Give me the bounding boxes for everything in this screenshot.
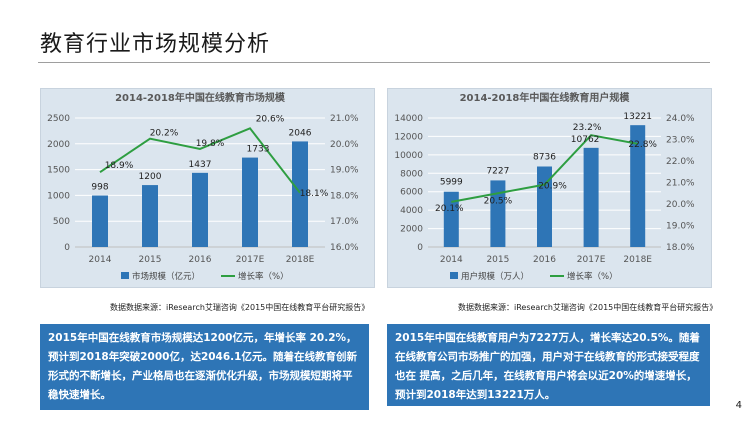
users-y-tick-left: 0 [417, 243, 423, 253]
users-x-tick: 2017E [577, 255, 606, 265]
user-scale-chart-panel: 2014-2018年中国在线教育用户规模 0 2000 4000 6000 8000 100… [387, 88, 712, 288]
market-chart-title: 2014-2018年中国在线教育市场规模 [115, 91, 286, 104]
market-line-label: 19.8% [196, 139, 225, 149]
users-y-tick-right: 23.0% [666, 136, 695, 146]
market-y-tick-right: 16.0% [330, 243, 359, 253]
market-line-label: 18.9% [105, 161, 134, 171]
users-bar-label: 13221 [623, 112, 652, 122]
market-bar [92, 195, 108, 247]
market-y-tick-left: 1000 [47, 191, 70, 201]
users-x-tick: 2016 [533, 255, 556, 265]
market-y-tick-right: 21.0% [330, 114, 359, 124]
users-bar [630, 125, 646, 247]
page-title: 教育行业市场规模分析 [40, 32, 271, 57]
market-y-tick-right: 18.0% [330, 191, 359, 201]
market-bar-label: 1733 [247, 145, 270, 155]
market-growth-line [99, 127, 301, 194]
users-bar [537, 166, 552, 247]
user-scale-description: 2015年中国在线教育用户为7227万人，增长率达20.5%。随着在线教育公司市… [387, 324, 710, 406]
market-y-tick-right: 17.0% [330, 217, 359, 227]
users-line-label: 20.9% [538, 182, 567, 192]
users-bar [443, 191, 459, 247]
users-y-tick-right: 21.0% [666, 179, 695, 189]
page-number: 4 [735, 400, 742, 411]
market-bar [142, 185, 158, 247]
market-x-tick: 2017E [236, 255, 265, 265]
users-y-tick-left: 14000 [394, 114, 423, 124]
users-y-tick-left: 2000 [400, 225, 423, 235]
users-bar-label: 7227 [486, 166, 509, 176]
users-x-tick: 2015 [486, 255, 509, 265]
market-y-tick-right: 19.0% [330, 166, 359, 176]
users-bar-label: 5999 [440, 178, 463, 188]
users-x-tick: 2014 [440, 255, 463, 265]
market-size-chart: 2014-2018年中国在线教育市场规模 0 500 1000 1500 2000 2500… [47, 91, 359, 282]
users-y-tick-right: 20.0% [666, 200, 695, 210]
users-bar [583, 147, 599, 247]
market-legend-bar-swatch [121, 272, 129, 279]
users-y-tick-right: 18.0% [666, 243, 695, 253]
title-divider [38, 62, 710, 63]
users-growth-line [451, 134, 638, 203]
users-bar-label: 10762 [571, 135, 600, 145]
users-y-tick-right: 19.0% [666, 222, 695, 232]
users-line-label: 22.8% [628, 140, 657, 150]
market-legend-line-label: 增长率（%） [238, 271, 289, 282]
market-y-tick-left: 2500 [47, 114, 70, 124]
market-line-label: 20.6% [256, 114, 285, 124]
market-bar-label: 1437 [189, 160, 212, 170]
market-legend-bar-label: 市场规模（亿元） [132, 271, 200, 282]
users-y-tick-left: 10000 [394, 151, 423, 161]
users-chart-title: 2014-2018年中国在线教育用户规模 [460, 91, 631, 104]
market-x-tick: 2018E [286, 255, 315, 265]
market-y-tick-left: 0 [64, 243, 70, 253]
users-y-tick-right: 22.0% [666, 157, 695, 167]
market-size-chart-panel: 2014-2018年中国在线教育市场规模 0 500 1000 1500 2000 2500… [40, 88, 375, 288]
market-bar-label: 2046 [289, 128, 312, 138]
market-line-label: 20.2% [150, 129, 179, 139]
market-bar-label: 998 [91, 183, 108, 193]
users-y-tick-left: 4000 [400, 206, 423, 216]
market-bar [292, 141, 308, 247]
users-line-label: 23.2% [573, 123, 602, 133]
users-y-tick-left: 12000 [394, 132, 423, 142]
users-x-tick: 2018E [623, 255, 652, 265]
market-bar-label: 1200 [139, 172, 162, 182]
users-legend-bar-swatch [450, 272, 458, 279]
market-y-tick-left: 500 [53, 217, 70, 227]
market-line-label: 18.1% [300, 189, 329, 199]
users-line-label: 20.5% [484, 196, 513, 206]
users-y-tick-left: 8000 [400, 169, 423, 179]
users-legend-bar-label: 用户规模（万人） [461, 271, 529, 282]
market-y-tick-left: 2000 [47, 140, 70, 150]
market-x-tick: 2014 [89, 255, 112, 265]
market-size-description: 2015年中国在线教育市场规模达1200亿元，年增长率 20.2%，预计到201… [40, 324, 369, 410]
market-y-tick-right: 20.0% [330, 140, 359, 150]
market-y-tick-left: 1500 [47, 166, 70, 176]
source-note-left: 数据数据来源：iResearch艾瑞咨询《2015中国在线教育平台研究报告》 [110, 303, 370, 312]
source-note-right: 数据数据来源：iResearch艾瑞咨询《2015中国在线教育平台研究报告》 [458, 303, 718, 312]
users-legend-line-label: 增长率（%） [567, 271, 618, 282]
market-bar [192, 172, 208, 247]
market-x-tick: 2015 [139, 255, 162, 265]
user-scale-chart: 2014-2018年中国在线教育用户规模 0 2000 4000 6000 8000 100… [394, 91, 695, 282]
users-y-tick-right: 24.0% [666, 114, 695, 124]
users-bar-label: 8736 [533, 153, 556, 163]
market-bar [242, 157, 258, 247]
users-line-label: 20.1% [435, 204, 464, 214]
users-y-tick-left: 6000 [400, 188, 423, 198]
users-bar [490, 180, 506, 247]
market-x-tick: 2016 [189, 255, 212, 265]
